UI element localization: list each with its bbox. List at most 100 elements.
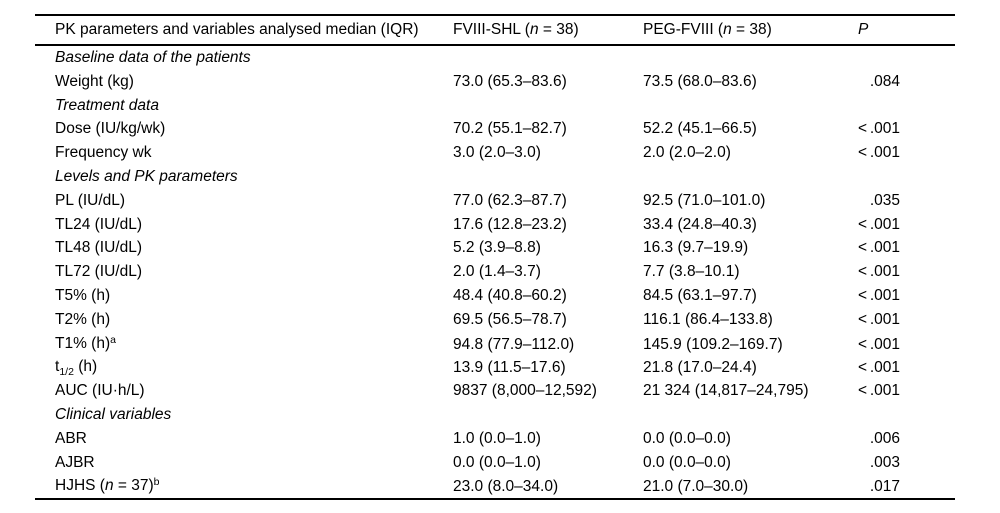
p-value-cell: < .001 [855,379,955,403]
peg-fviii-value: 73.5 (68.0–83.6) [643,72,757,90]
p-value: .001 [869,239,900,257]
text-segment: AUC (IU·h/L) [55,382,145,400]
parameter-label: HJHS (n = 37)b [35,474,453,500]
p-value-cell: .017 [855,475,955,499]
parameter-label: t1/2 (h) [35,355,453,381]
table-row: AUC (IU·h/L) 9837 (8,000–12,592) 21 324 (1… [35,379,955,403]
table-row: t1/2 (h) 13.9 (11.5–17.6) 21.8 (17.0–24.4)… [35,355,955,379]
text-segment: PL (IU/dL) [55,191,126,209]
table-row: T1% (h)a 94.8 (77.9–112.0) 145.9 (109.2–16… [35,332,955,356]
parameter-label: TL48 (IU/dL) [35,236,453,260]
parameter-label: Weight (kg) [35,70,453,94]
text-segment: Dose (IU/kg/wk) [55,120,166,138]
p-value: .001 [869,359,900,377]
text-segment: = 38) [731,21,772,38]
text-segment: Treatment data [55,96,159,114]
text-segment: n [529,21,539,38]
header-peg-fviii-column: PEG-FVIII (n = 38) [643,21,855,39]
less-than-symbol: < [858,382,868,400]
text-segment: TL72 (IU/dL) [55,263,143,281]
less-than-symbol: < [858,239,868,257]
section-label: Treatment data [35,94,453,118]
fviii-shl-value: 69.5 (56.5–78.7) [453,310,567,328]
parameter-label: Dose (IU/kg/wk) [35,117,453,141]
parameter-label: T5% (h) [35,284,453,308]
peg-fviii-value: 84.5 (63.1–97.7) [643,286,757,304]
table-row: ABR 1.0 (0.0–1.0) 0.0 (0.0–0.0) .006 [35,427,955,451]
less-than-symbol: < [858,215,868,233]
fviii-shl-value: 5.2 (3.9–8.8) [453,239,541,257]
top-rule [35,14,955,16]
text-segment: n [723,21,732,38]
table-row: AJBR 0.0 (0.0–1.0) 0.0 (0.0–0.0) .003 [35,451,955,475]
fviii-shl-value: 13.9 (11.5–17.6) [453,359,566,377]
text-segment: t [55,358,60,376]
text-segment: = 38) [538,21,579,38]
p-value-cell: < .001 [855,260,955,284]
p-value: .001 [869,215,900,233]
section-row: Baseline data of the patients [35,46,955,70]
p-value: .003 [869,453,900,471]
section-row: Treatment data [35,94,955,118]
p-value: .006 [869,429,900,447]
text-segment: Weight (kg) [55,72,134,90]
parameter-label: AUC (IU·h/L) [35,379,453,403]
table-row: Weight (kg) 73.0 (65.3–83.6) 73.5 (68.0–83… [35,70,955,94]
peg-fviii-value: 116.1 (86.4–133.8) [643,310,773,328]
header-parameters-column: PK parameters and variables analysed med… [55,21,419,38]
table-row: T5% (h) 48.4 (40.8–60.2) 84.5 (63.1–97.7) <… [35,284,955,308]
peg-fviii-value: 7.7 (3.8–10.1) [643,263,740,281]
less-than-symbol: < [858,120,868,138]
p-value-cell: .006 [855,427,955,451]
section-row: Clinical variables [35,403,955,427]
fviii-shl-value: 70.2 (55.1–82.7) [453,120,567,138]
text-segment: Levels and PK parameters [55,167,238,185]
fviii-shl-value: 3.0 (2.0–3.0) [453,144,541,162]
fviii-shl-value: 9837 (8,000–12,592) [453,382,597,400]
p-value-cell: < .001 [855,236,955,260]
text-segment: (h) [73,358,98,376]
parameter-label: Frequency wk [35,141,453,165]
p-value: .001 [869,310,900,328]
p-value: .001 [869,382,900,400]
p-value: .001 [869,263,900,281]
header-fviii-shl-column: FVIII-SHL (n = 38) [453,21,643,39]
peg-fviii-value: 2.0 (2.0–2.0) [643,144,731,162]
fviii-shl-value: 23.0 (8.0–34.0) [453,478,559,496]
text-segment: 1/2 [59,366,74,379]
p-value-cell: < .001 [855,308,955,332]
parameter-label: PL (IU/dL) [35,189,453,213]
peg-fviii-value: 0.0 (0.0–0.0) [643,453,731,471]
table-header-row: PK parameters and variables analysed med… [35,16,955,44]
text-segment: HJHS ( [55,477,105,495]
less-than-symbol: < [858,263,868,281]
table-row: HJHS (n = 37)b 23.0 (8.0–34.0) 21.0 (7.0–3… [35,474,955,498]
p-value-cell: < .001 [855,284,955,308]
section-row: Levels and PK parameters [35,165,955,189]
fviii-shl-value: 2.0 (1.4–3.7) [453,263,541,281]
text-segment: T1% (h) [55,334,111,352]
fviii-shl-value: 0.0 (0.0–1.0) [453,453,541,471]
p-value-cell: < .001 [855,141,955,165]
p-value-cell: < .001 [855,117,955,141]
table-row: PL (IU/dL) 77.0 (62.3–87.7) 92.5 (71.0–101… [35,189,955,213]
peg-fviii-value: 145.9 (109.2–169.7) [643,335,783,353]
p-value-cell: .003 [855,451,955,475]
text-segment: TL24 (IU/dL) [55,215,143,233]
table-row: TL24 (IU/dL) 17.6 (12.8–23.2) 33.4 (24.8–4… [35,213,955,237]
table-row: Frequency wk 3.0 (2.0–3.0) 2.0 (2.0–2.0) <.… [35,141,955,165]
p-value-cell: < .001 [855,213,955,237]
fviii-shl-value: 1.0 (0.0–1.0) [453,429,541,447]
p-value-cell: < .001 [855,356,955,380]
text-segment: T5% (h) [55,286,111,304]
text-segment: n [104,477,114,495]
table-row: TL48 (IU/dL) 5.2 (3.9–8.8) 16.3 (9.7–19.9)… [35,236,955,260]
fviii-shl-value: 48.4 (40.8–60.2) [453,286,567,304]
p-value: .084 [869,72,900,90]
p-value-cell: < .001 [855,333,955,357]
text-segment: Frequency wk [55,144,152,162]
text-segment: PEG-FVIII ( [643,21,724,38]
text-segment: AJBR [55,453,95,471]
fviii-shl-value: 73.0 (65.3–83.6) [453,72,567,90]
peg-fviii-value: 0.0 (0.0–0.0) [643,429,731,447]
